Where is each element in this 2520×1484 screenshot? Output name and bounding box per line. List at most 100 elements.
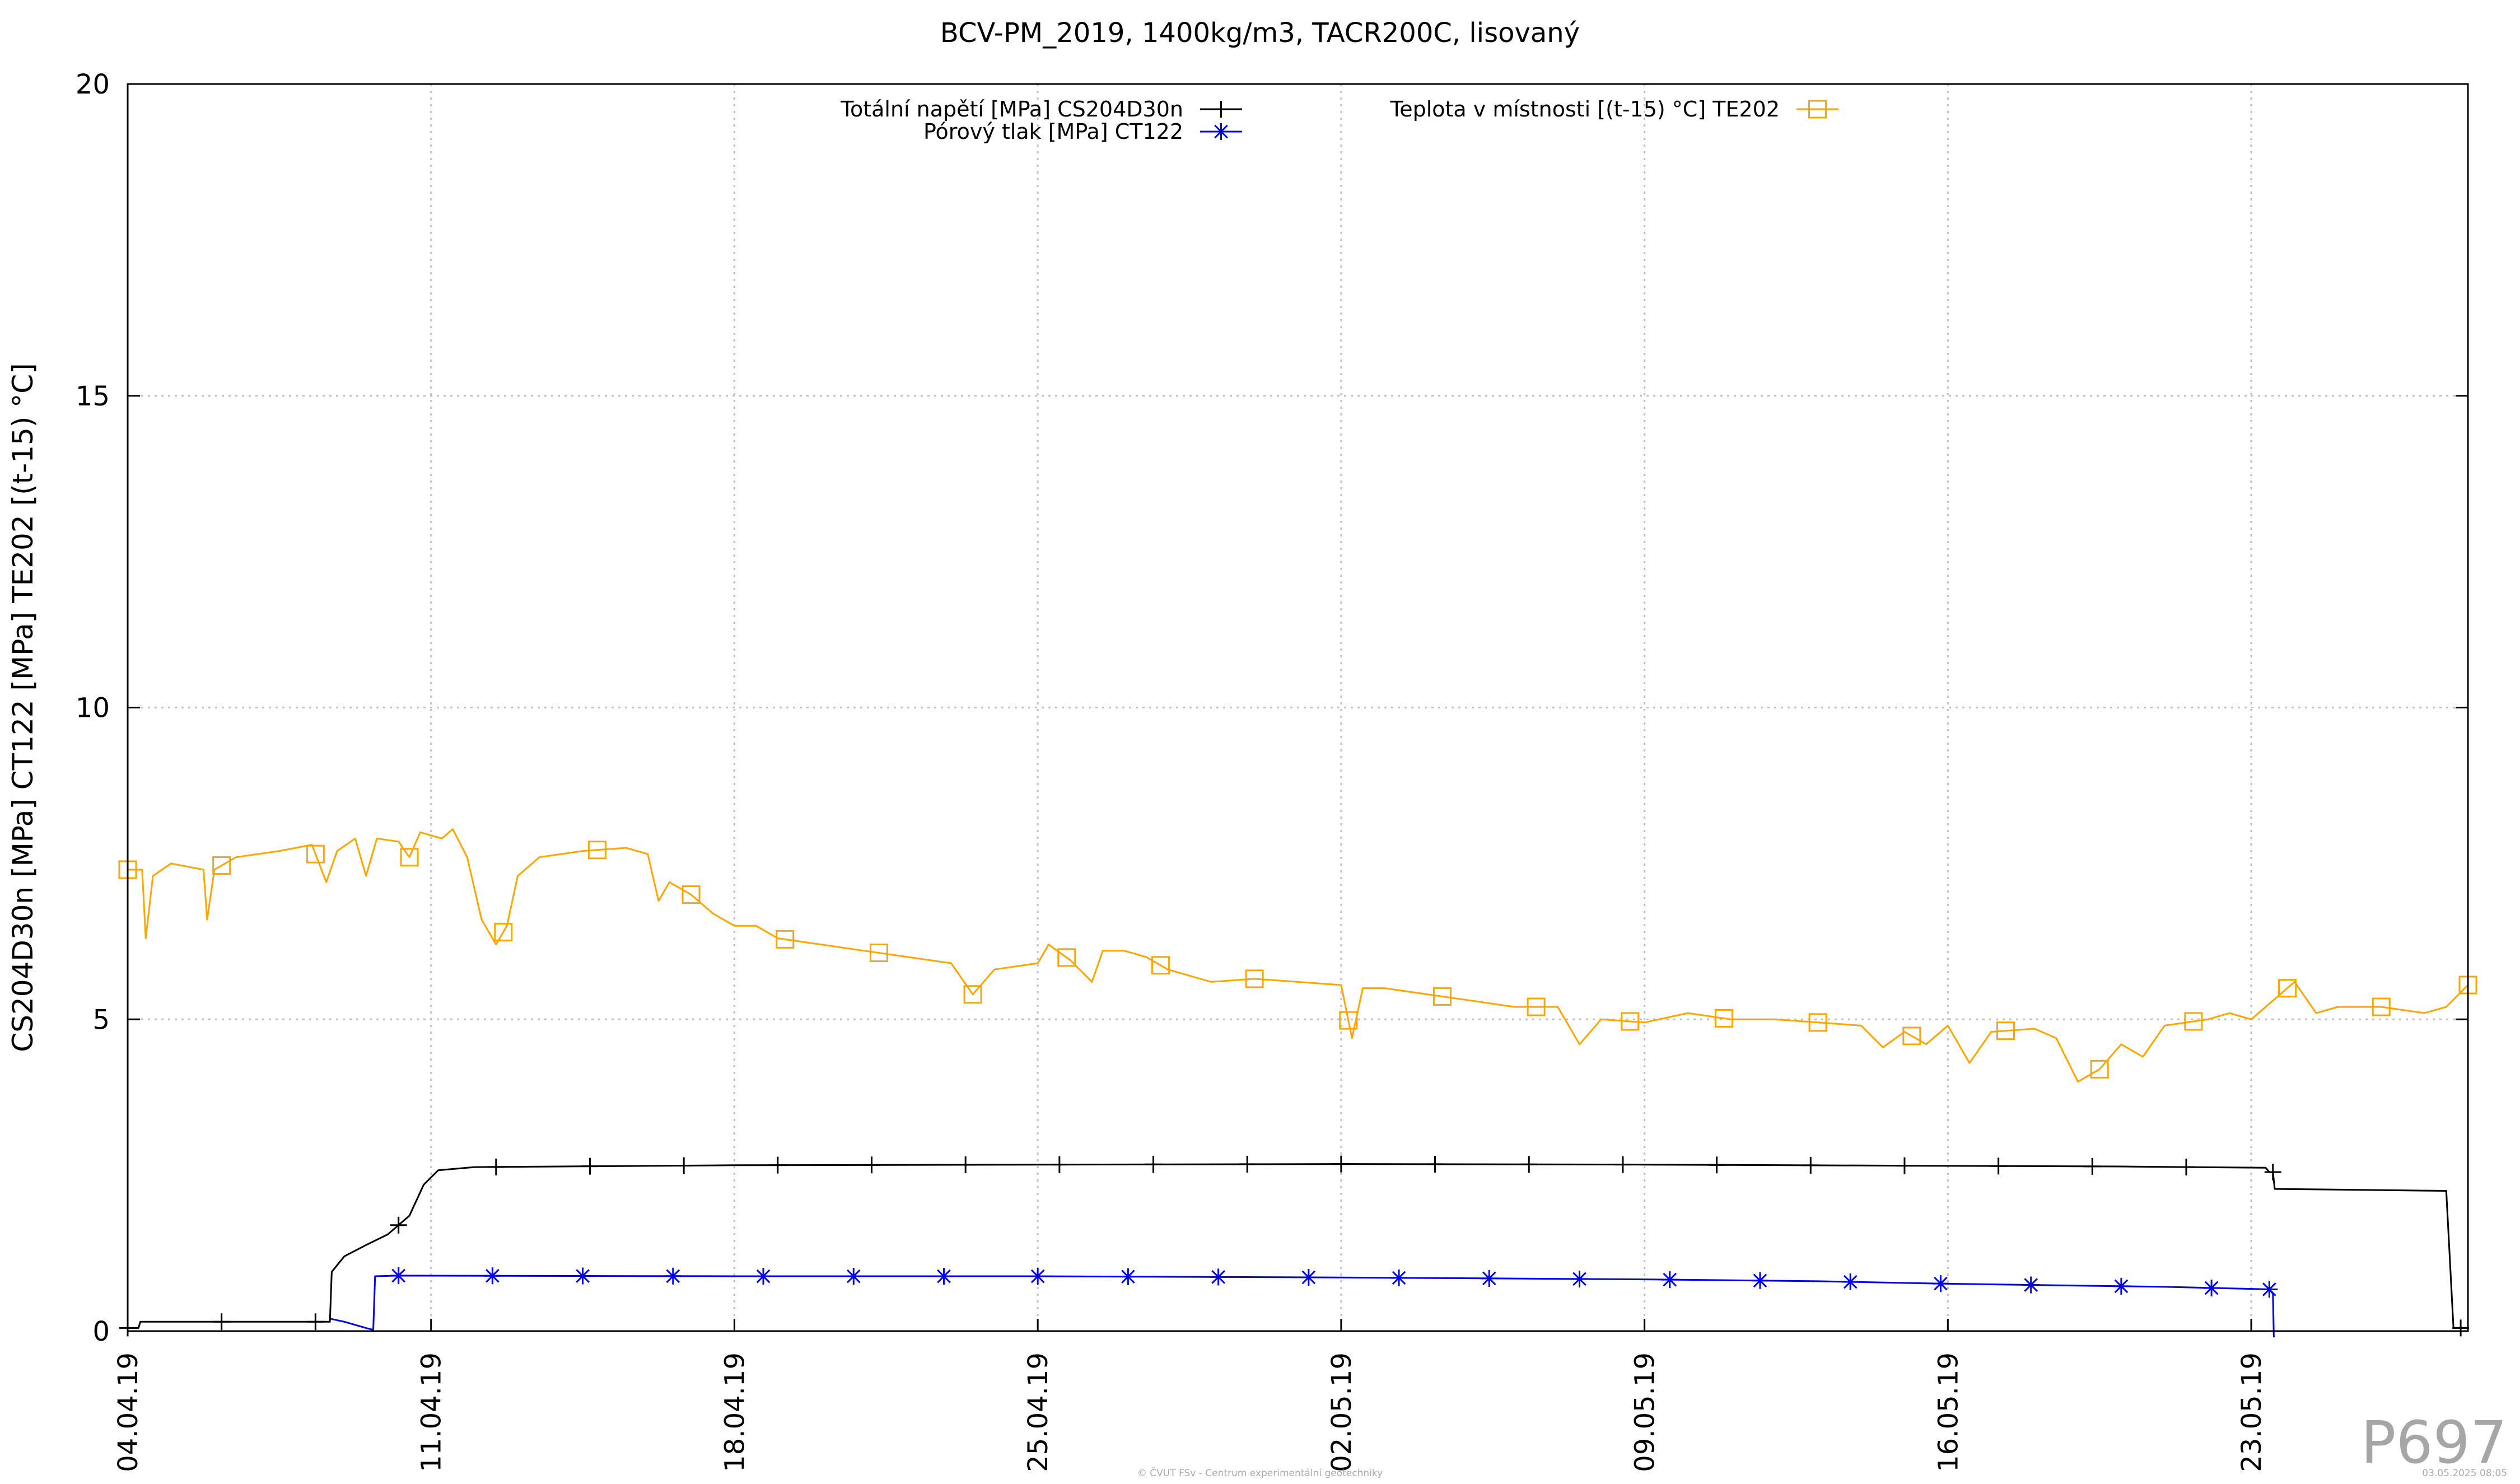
temperature-point	[1902, 1026, 1921, 1046]
pore-pressure-point	[2203, 1279, 2220, 1296]
total-stress-point	[1332, 1155, 1350, 1173]
total-stress-point	[1896, 1157, 1913, 1174]
pore-pressure-point	[1390, 1269, 1408, 1286]
total-stress-point	[1145, 1156, 1162, 1173]
x-tick-label: 11.04.19	[416, 1352, 447, 1472]
temperature-point	[1339, 1011, 1358, 1030]
pore-pressure-point	[935, 1268, 953, 1285]
temperature-point	[1808, 1013, 1827, 1032]
total-stress-point	[769, 1156, 786, 1174]
y-tick-label: 5	[92, 1004, 110, 1035]
pore-pressure-point	[1842, 1273, 1859, 1291]
temperature-point	[1527, 997, 1546, 1016]
temperature-legend-label: Teplota v místnosti [(t-15) °C] TE202	[1389, 97, 1780, 122]
temperature-legend-marker	[1808, 100, 1827, 119]
x-tick-label: 18.04.19	[719, 1352, 750, 1472]
pore-pressure-point	[390, 1267, 407, 1284]
total-stress-legend-marker	[1212, 101, 1230, 118]
total-stress-point	[307, 1313, 324, 1331]
total-stress-point	[1239, 1155, 1256, 1173]
pore-pressure-point	[1300, 1269, 1317, 1286]
total-stress-point	[487, 1158, 505, 1175]
temperature-point	[2372, 997, 2391, 1016]
x-tick-labels: 04.04.19 11.04.19 18.04.19 25.04.19 02.05.19…	[113, 1352, 2267, 1472]
pore-pressure-point	[2022, 1276, 2040, 1294]
total-stress-point	[1990, 1158, 2007, 1175]
total-stress-point	[1426, 1155, 1444, 1173]
pore-pressure-point	[1751, 1272, 1768, 1289]
pore-pressure-point	[1481, 1270, 1498, 1287]
temperature-point	[2184, 1012, 2203, 1031]
temperature-point	[400, 848, 419, 867]
temperature-point	[1432, 987, 1452, 1006]
temperature-point	[1057, 948, 1076, 967]
total-stress-point	[1051, 1156, 1068, 1173]
pore-pressure-point	[1571, 1270, 1588, 1287]
total-stress-point	[2264, 1164, 2281, 1181]
y-tick-label: 0	[92, 1316, 110, 1347]
temperature-line	[127, 828, 2469, 1083]
temperature-point	[1621, 1012, 1640, 1031]
total-stress-point	[1802, 1156, 1819, 1174]
pore-pressure-point	[755, 1268, 772, 1285]
plot-frame	[127, 83, 2469, 1332]
pore-pressure-line	[329, 1275, 2275, 1338]
temperature-point	[963, 985, 982, 1004]
pore-pressure-point	[845, 1268, 862, 1285]
pore-pressure-point	[574, 1267, 591, 1285]
grid-lines	[127, 83, 2468, 1332]
pore-pressure-point	[1661, 1271, 1678, 1289]
pore-pressure-legend-marker	[1212, 123, 1230, 140]
temperature-point	[1245, 969, 1264, 988]
y-axis-label: CS204D30n [MPa] CT122 [MPa] TE202 [(t-15…	[7, 363, 39, 1052]
total-stress-point	[957, 1156, 974, 1173]
temperature-point	[869, 943, 888, 962]
total-stress-legend-label: Totální napětí [MPa] CS204D30n	[840, 97, 1183, 122]
x-tick-label: 25.04.19	[1023, 1352, 1054, 1472]
total-stress-point	[2452, 1319, 2470, 1337]
pore-pressure-legend-label: Pórový tlak [MPa] CT122	[923, 119, 1183, 144]
pore-pressure-point	[664, 1267, 682, 1285]
y-tick-label: 15	[76, 381, 110, 412]
pore-pressure-point	[1210, 1268, 1227, 1286]
total-stress-point	[390, 1216, 407, 1234]
footer-date: 03.05.2025 08:05	[2422, 1468, 2507, 1479]
total-stress-point	[213, 1313, 230, 1331]
temperature-point	[2278, 979, 2297, 998]
temperature-point	[682, 885, 701, 904]
temperature-point	[2090, 1060, 2109, 1079]
total-stress-point	[863, 1156, 880, 1174]
temperature-point	[587, 841, 606, 860]
total-stress-point	[1708, 1156, 1725, 1174]
total-stress-line	[128, 1163, 2468, 1329]
total-stress-point	[581, 1158, 599, 1175]
pore-pressure-series	[329, 1267, 2278, 1338]
temperature-series	[118, 828, 2477, 1083]
watermark-label: P697	[2361, 1408, 2507, 1477]
pore-pressure-point	[1119, 1268, 1137, 1285]
pore-pressure-point	[2261, 1281, 2278, 1298]
pore-pressure-point	[2112, 1277, 2130, 1295]
x-tick-label: 23.05.19	[2236, 1352, 2267, 1472]
total-stress-point	[2084, 1158, 2101, 1175]
y-tick-label: 20	[76, 69, 110, 100]
temperature-point	[212, 856, 231, 875]
y-tick-labels: 0 5 10 15 20	[76, 69, 110, 1347]
x-tick-label: 02.05.19	[1326, 1352, 1357, 1472]
chart-title: BCV-PM_2019, 1400kg/m3, TACR200C, lisova…	[940, 17, 1580, 49]
total-stress-point	[2177, 1159, 2195, 1176]
x-tick-label: 16.05.19	[1933, 1352, 1964, 1472]
y-tick-label: 10	[76, 693, 110, 724]
temperature-point	[1996, 1021, 2015, 1040]
total-stress-point	[1520, 1156, 1538, 1173]
total-stress-point	[675, 1157, 693, 1174]
total-stress-point	[1614, 1156, 1631, 1173]
footer-credit: © ČVUT FSv - Centrum experimentální geot…	[1137, 1467, 1383, 1479]
pore-pressure-point	[484, 1267, 501, 1285]
pore-pressure-point	[1029, 1268, 1047, 1285]
temperature-point	[776, 930, 795, 949]
series-layer	[118, 828, 2477, 1338]
x-tick-label: 04.04.19	[113, 1352, 144, 1472]
